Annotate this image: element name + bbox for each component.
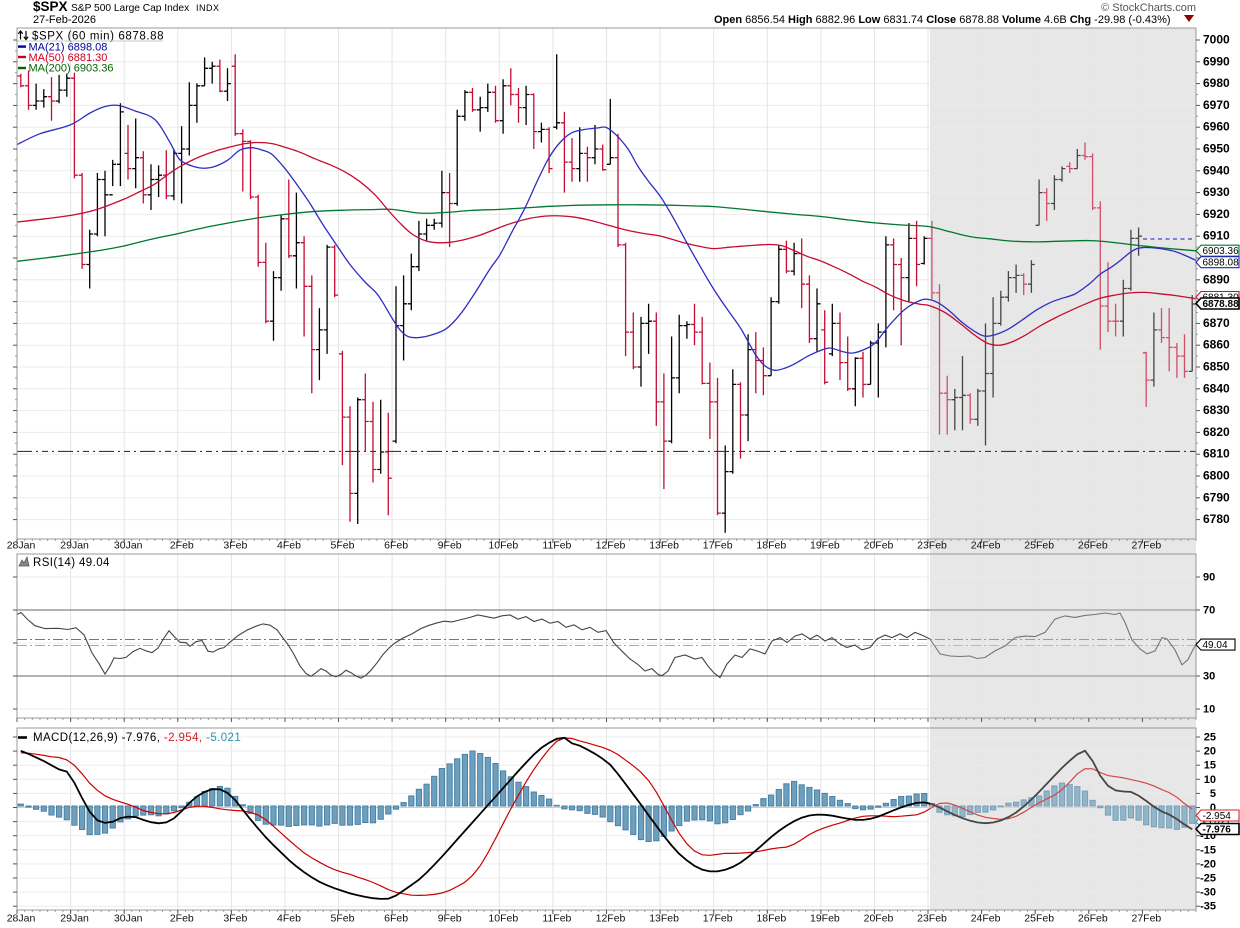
svg-text:6850: 6850 xyxy=(1203,360,1230,374)
svg-text:5: 5 xyxy=(1210,788,1216,800)
svg-text:MACD(12,26,9) -7.976, -2.954,: MACD(12,26,9) -7.976, -2.954, -5.021 xyxy=(33,732,241,744)
svg-text:S&P 500 Large Cap Index: S&P 500 Large Cap Index xyxy=(71,3,189,14)
svg-text:-25: -25 xyxy=(1200,873,1216,885)
svg-text:6960: 6960 xyxy=(1203,120,1230,134)
svg-text:6970: 6970 xyxy=(1203,98,1230,112)
svg-text:11Feb: 11Feb xyxy=(542,540,571,552)
svg-text:6910: 6910 xyxy=(1203,229,1230,243)
svg-text:$SPX (60 min) 6878.88: $SPX (60 min) 6878.88 xyxy=(32,31,164,43)
svg-text:25Feb: 25Feb xyxy=(1024,540,1054,552)
svg-text:6940: 6940 xyxy=(1203,163,1230,177)
svg-text:$SPX: $SPX xyxy=(33,0,68,14)
svg-text:17Feb: 17Feb xyxy=(703,540,733,552)
svg-text:6780: 6780 xyxy=(1203,512,1230,526)
svg-text:19Feb: 19Feb xyxy=(810,540,840,552)
svg-text:6920: 6920 xyxy=(1203,207,1230,221)
svg-text:6800: 6800 xyxy=(1203,469,1230,483)
svg-text:RSI(14) 49.04: RSI(14) 49.04 xyxy=(33,557,110,569)
svg-text:6870: 6870 xyxy=(1203,316,1230,330)
svg-text:0: 0 xyxy=(1210,802,1216,814)
svg-text:25Feb: 25Feb xyxy=(1024,913,1054,925)
svg-text:49.04: 49.04 xyxy=(1203,640,1228,651)
svg-text:-20: -20 xyxy=(1200,858,1216,870)
svg-text:15: 15 xyxy=(1204,760,1216,772)
svg-text:6790: 6790 xyxy=(1203,490,1230,504)
svg-text:6930: 6930 xyxy=(1203,185,1230,199)
svg-text:24Feb: 24Feb xyxy=(971,913,1001,925)
svg-text:5Feb: 5Feb xyxy=(331,540,355,552)
svg-text:-5.021: -5.021 xyxy=(1203,817,1232,828)
svg-text:30Jan: 30Jan xyxy=(114,540,143,552)
svg-text:24Feb: 24Feb xyxy=(971,540,1001,552)
svg-text:25: 25 xyxy=(1204,732,1216,744)
svg-text:5Feb: 5Feb xyxy=(331,913,355,925)
svg-text:70: 70 xyxy=(1203,605,1215,617)
svg-text:10Feb: 10Feb xyxy=(488,540,518,552)
svg-text:MA(200) 6903.36: MA(200) 6903.36 xyxy=(29,63,114,75)
svg-text:29Jan: 29Jan xyxy=(60,540,89,552)
svg-text:20Feb: 20Feb xyxy=(864,913,894,925)
svg-text:10: 10 xyxy=(1204,774,1216,786)
svg-text:13Feb: 13Feb xyxy=(649,913,679,925)
svg-text:MA(21) 6898.08: MA(21) 6898.08 xyxy=(29,42,108,54)
svg-text:23Feb: 23Feb xyxy=(917,540,947,552)
svg-text:6950: 6950 xyxy=(1203,142,1230,156)
svg-text:6990: 6990 xyxy=(1203,54,1230,68)
svg-text:26Feb: 26Feb xyxy=(1078,913,1108,925)
svg-text:12Feb: 12Feb xyxy=(596,540,626,552)
svg-text:11Feb: 11Feb xyxy=(542,913,571,925)
svg-text:-2.954: -2.954 xyxy=(1203,811,1232,822)
svg-text:9Feb: 9Feb xyxy=(438,540,462,552)
svg-text:MA(50) 6881.30: MA(50) 6881.30 xyxy=(29,52,108,64)
svg-text:-15: -15 xyxy=(1200,844,1216,856)
svg-text:6890: 6890 xyxy=(1203,272,1230,286)
svg-text:10: 10 xyxy=(1203,704,1215,716)
svg-text:© StockCharts.com: © StockCharts.com xyxy=(1101,2,1196,14)
svg-text:13Feb: 13Feb xyxy=(649,540,679,552)
svg-text:2Feb: 2Feb xyxy=(170,540,194,552)
svg-text:20Feb: 20Feb xyxy=(864,540,894,552)
svg-text:6840: 6840 xyxy=(1203,381,1230,395)
svg-text:3Feb: 3Feb xyxy=(223,540,247,552)
svg-text:28Jan: 28Jan xyxy=(7,540,36,552)
svg-text:20: 20 xyxy=(1204,746,1216,758)
svg-text:-30: -30 xyxy=(1200,887,1216,899)
svg-text:-7.976: -7.976 xyxy=(1203,824,1232,835)
svg-text:27Feb: 27Feb xyxy=(1132,540,1162,552)
svg-text:6903.36: 6903.36 xyxy=(1203,246,1240,257)
svg-text:6860: 6860 xyxy=(1203,338,1230,352)
svg-text:6820: 6820 xyxy=(1203,425,1230,439)
svg-text:27Feb: 27Feb xyxy=(1132,913,1162,925)
svg-text:6980: 6980 xyxy=(1203,76,1230,90)
svg-text:6Feb: 6Feb xyxy=(384,540,408,552)
svg-text:6Feb: 6Feb xyxy=(384,913,408,925)
svg-text:12Feb: 12Feb xyxy=(596,913,626,925)
svg-text:29Jan: 29Jan xyxy=(60,913,89,925)
svg-text:18Feb: 18Feb xyxy=(756,540,786,552)
svg-text:6878.88: 6878.88 xyxy=(1203,299,1240,310)
svg-text:10Feb: 10Feb xyxy=(488,913,518,925)
svg-text:3Feb: 3Feb xyxy=(223,913,247,925)
svg-text:4Feb: 4Feb xyxy=(277,540,301,552)
svg-text:30: 30 xyxy=(1203,671,1215,683)
svg-text:23Feb: 23Feb xyxy=(917,913,947,925)
svg-text:Open 6856.54 High 6882.96 Low: Open 6856.54 High 6882.96 Low 6831.74 Cl… xyxy=(714,14,1171,26)
svg-text:6830: 6830 xyxy=(1203,403,1230,417)
svg-text:26Feb: 26Feb xyxy=(1078,540,1108,552)
svg-text:19Feb: 19Feb xyxy=(810,913,840,925)
svg-text:6810: 6810 xyxy=(1203,447,1230,461)
svg-text:28Jan: 28Jan xyxy=(7,913,36,925)
svg-text:-35: -35 xyxy=(1200,901,1216,913)
svg-text:7000: 7000 xyxy=(1203,33,1230,47)
svg-text:18Feb: 18Feb xyxy=(756,913,786,925)
svg-text:17Feb: 17Feb xyxy=(703,913,733,925)
svg-text:6898.08: 6898.08 xyxy=(1203,258,1240,269)
svg-text:27-Feb-2026: 27-Feb-2026 xyxy=(33,14,96,26)
svg-text:9Feb: 9Feb xyxy=(438,913,462,925)
svg-text:INDX: INDX xyxy=(196,3,220,13)
svg-text:4Feb: 4Feb xyxy=(277,913,301,925)
svg-text:90: 90 xyxy=(1203,572,1215,584)
svg-text:2Feb: 2Feb xyxy=(170,913,194,925)
svg-text:30Jan: 30Jan xyxy=(114,913,143,925)
